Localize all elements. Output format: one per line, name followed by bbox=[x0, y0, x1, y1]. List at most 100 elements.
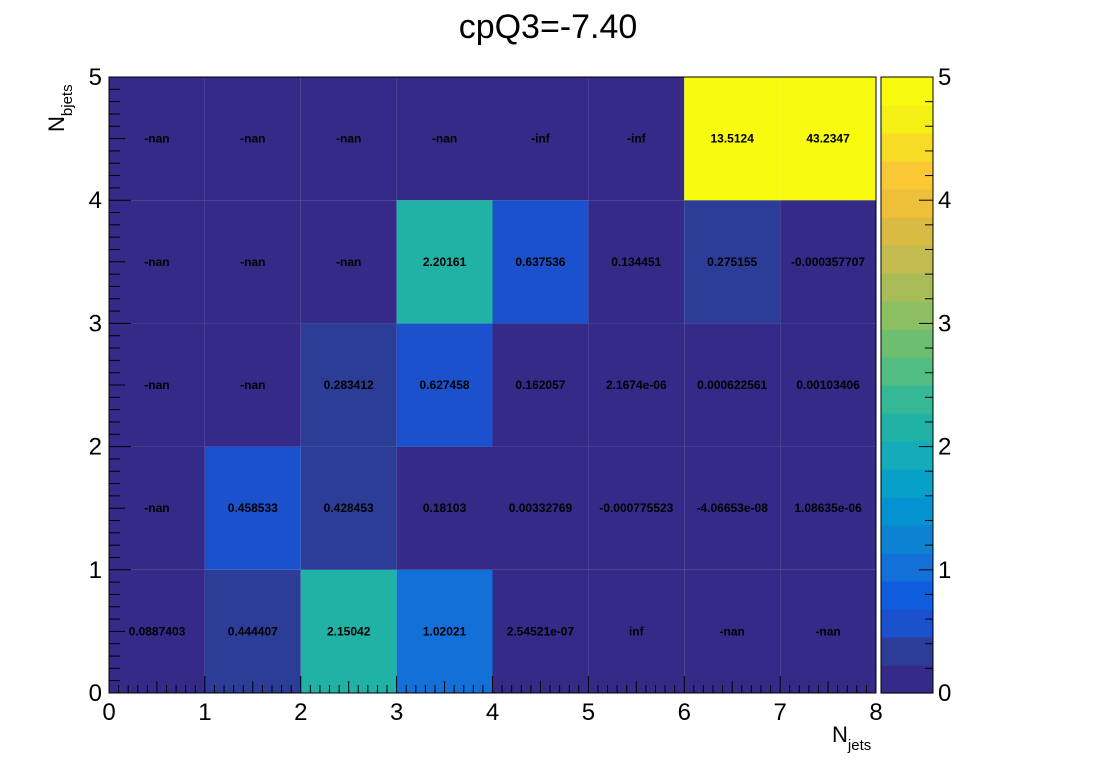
x-axis-label-sub: jets bbox=[847, 737, 871, 754]
y-axis: 0 1 2 3 4 5 bbox=[89, 64, 131, 707]
colorbar-swatch bbox=[881, 357, 933, 386]
heatmap-cell bbox=[204, 200, 301, 324]
colorbar-swatch bbox=[881, 609, 933, 638]
heatmap-cell bbox=[588, 446, 685, 570]
y-tick-label: 0 bbox=[89, 680, 102, 707]
heatmap-cell bbox=[780, 569, 876, 693]
y-tick-label: 2 bbox=[89, 434, 102, 461]
x-tick-label: 1 bbox=[198, 699, 211, 726]
colorbar-swatch bbox=[881, 441, 933, 470]
heatmap-cell bbox=[588, 77, 685, 201]
cell-value-label: -nan bbox=[144, 132, 169, 146]
colorbar-tick-label: 4 bbox=[938, 187, 951, 214]
cell-value-label: 0.627458 bbox=[420, 378, 470, 392]
heatmap-cell bbox=[684, 446, 781, 570]
y-axis-label: Nbjets bbox=[44, 84, 76, 132]
colorbar-swatch bbox=[881, 525, 933, 554]
heatmap-cell bbox=[204, 569, 301, 693]
heatmap-cell bbox=[300, 200, 397, 324]
colorbar-axis: 0 1 2 3 4 5 bbox=[919, 64, 951, 707]
cell-value-label: 0.444407 bbox=[228, 624, 278, 638]
x-tick-label: 8 bbox=[869, 699, 882, 726]
heatmap-cell bbox=[300, 77, 397, 201]
colorbar-swatch bbox=[881, 273, 933, 302]
heatmap-cell bbox=[588, 323, 685, 447]
cell-value-label: 13.5124 bbox=[710, 132, 754, 146]
cell-value-label: -nan bbox=[144, 255, 169, 269]
heatmap-cell bbox=[204, 77, 301, 201]
cell-value-label: 2.1674e-06 bbox=[606, 378, 667, 392]
heatmap-cell bbox=[492, 446, 589, 570]
x-tick-label: 2 bbox=[294, 699, 307, 726]
colorbar-swatch bbox=[881, 553, 933, 582]
colorbar-swatch bbox=[881, 385, 933, 414]
cell-value-label: -nan bbox=[432, 132, 457, 146]
cell-value-label: -inf bbox=[531, 132, 551, 146]
colorbar-swatch bbox=[881, 245, 933, 274]
colorbar-swatch bbox=[881, 665, 933, 694]
x-tick-label: 7 bbox=[773, 699, 786, 726]
heatmap-cell bbox=[396, 569, 493, 693]
colorbar-swatch bbox=[881, 497, 933, 526]
cell-value-label: 0.00103406 bbox=[796, 378, 860, 392]
y-axis-label-main: N bbox=[44, 116, 69, 132]
heatmap-cell bbox=[780, 446, 876, 570]
heatmap-cell bbox=[684, 323, 781, 447]
cell-value-label: -inf bbox=[627, 132, 647, 146]
heatmap-cell bbox=[780, 77, 876, 201]
heatmap-cell bbox=[780, 323, 876, 447]
heatmap-cell bbox=[588, 200, 685, 324]
heatmap-cell bbox=[684, 569, 781, 693]
heatmap-cell bbox=[300, 323, 397, 447]
cell-value-label: -nan bbox=[720, 624, 745, 638]
y-tick-label: 5 bbox=[89, 64, 102, 91]
cell-value-label: -nan bbox=[240, 378, 265, 392]
colorbar-swatch bbox=[881, 77, 933, 106]
colorbar-swatch bbox=[881, 189, 933, 218]
colorbar-swatch bbox=[881, 581, 933, 610]
heatmap-cell bbox=[204, 446, 301, 570]
x-tick-label: 4 bbox=[486, 699, 499, 726]
cell-value-label: inf bbox=[629, 624, 645, 638]
heatmap-cell bbox=[492, 200, 589, 324]
heatmap-cells bbox=[109, 77, 876, 693]
heatmap-cell bbox=[492, 77, 589, 201]
heatmap-cell bbox=[396, 77, 493, 201]
colorbar-swatch bbox=[881, 413, 933, 442]
colorbar-tick-label: 0 bbox=[938, 680, 951, 707]
cell-value-label: 2.54521e-07 bbox=[507, 624, 575, 638]
x-axis: 0 1 2 3 4 5 6 7 8 bbox=[102, 676, 883, 726]
cell-value-label: 2.20161 bbox=[423, 255, 467, 269]
cell-value-label: 0.428453 bbox=[324, 501, 374, 515]
cell-value-label: -nan bbox=[240, 255, 265, 269]
heatmap-cell bbox=[396, 200, 493, 324]
heatmap-cell bbox=[684, 77, 781, 201]
colorbar-swatch bbox=[881, 133, 933, 162]
cell-value-label: 0.458533 bbox=[228, 501, 278, 515]
heatmap-cell bbox=[492, 323, 589, 447]
x-tick-label: 3 bbox=[390, 699, 403, 726]
chart-title: cpQ3=-7.40 bbox=[459, 8, 638, 46]
y-tick-label: 3 bbox=[89, 310, 102, 337]
x-tick-label: 0 bbox=[102, 699, 115, 726]
heatmap-cell bbox=[588, 569, 685, 693]
heatmap-cell bbox=[204, 323, 301, 447]
heatmap-cell bbox=[396, 323, 493, 447]
colorbar-frame bbox=[880, 76, 934, 694]
colorbar-swatch bbox=[881, 105, 933, 134]
cell-value-label: 0.134451 bbox=[611, 255, 661, 269]
cell-value-label: 0.18103 bbox=[423, 501, 467, 515]
heatmap-cell-labels: 0.0887403 0.444407 2.15042 1.02021 2.54521e-… bbox=[129, 132, 866, 639]
y-tick-label: 4 bbox=[89, 187, 102, 214]
x-axis-label: Njets bbox=[832, 722, 871, 754]
colorbar-swatch bbox=[881, 161, 933, 190]
cell-value-label: 1.02021 bbox=[423, 624, 467, 638]
colorbar-tick-label: 2 bbox=[938, 434, 951, 461]
cell-value-label: 0.00332769 bbox=[509, 501, 573, 515]
cell-value-label: -nan bbox=[336, 132, 361, 146]
colorbar-tick-label: 5 bbox=[938, 64, 951, 91]
cell-value-label: 0.637536 bbox=[515, 255, 565, 269]
cell-value-label: -nan bbox=[144, 501, 169, 515]
cell-value-label: 0.162057 bbox=[515, 378, 565, 392]
